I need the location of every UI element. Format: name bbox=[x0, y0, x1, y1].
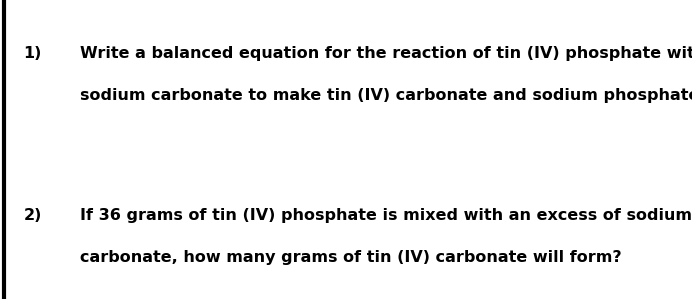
Text: Write a balanced equation for the reaction of tin (IV) phosphate with: Write a balanced equation for the reacti… bbox=[80, 46, 692, 61]
Text: 2): 2) bbox=[24, 208, 42, 223]
Text: If 36 grams of tin (IV) phosphate is mixed with an excess of sodium: If 36 grams of tin (IV) phosphate is mix… bbox=[80, 208, 692, 223]
Text: carbonate, how many grams of tin (IV) carbonate will form?: carbonate, how many grams of tin (IV) ca… bbox=[80, 250, 622, 265]
Text: 1): 1) bbox=[24, 46, 42, 61]
Text: sodium carbonate to make tin (IV) carbonate and sodium phosphate.: sodium carbonate to make tin (IV) carbon… bbox=[80, 88, 692, 103]
